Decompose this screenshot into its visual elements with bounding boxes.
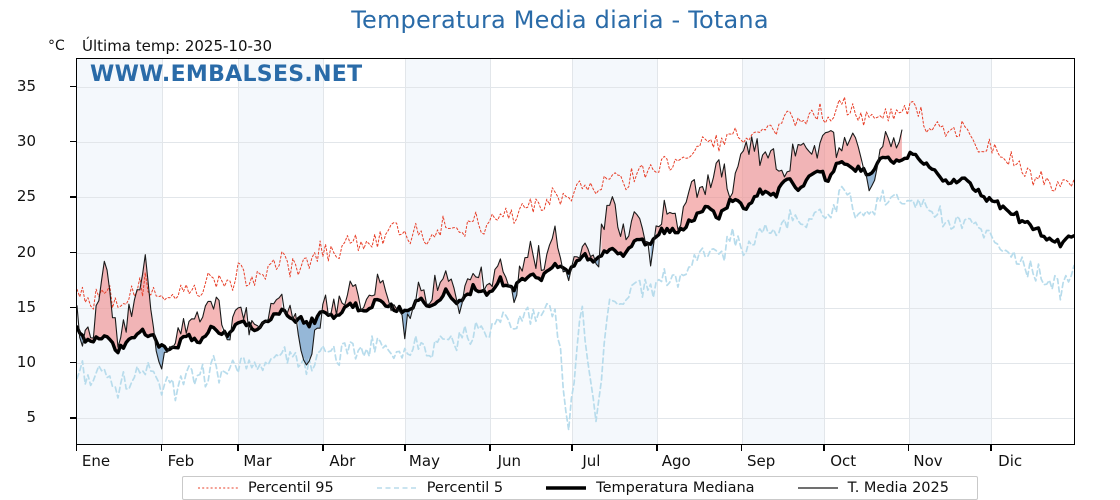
month-band xyxy=(238,59,324,444)
y-axis-unit-label: °C xyxy=(48,38,65,54)
legend-item[interactable]: Percentil 5 xyxy=(362,480,531,496)
series-temperatura-mediana xyxy=(77,150,1074,355)
watermark-label: WWW.EMBALSES.NET xyxy=(90,62,363,87)
fill-warm-anomaly xyxy=(418,270,457,307)
x-axis-tick-mark xyxy=(908,445,910,451)
gridline-horizontal xyxy=(77,197,1074,199)
chart-title: Temperatura Media diaria - Totana xyxy=(351,6,769,34)
gridline-vertical xyxy=(238,59,240,444)
y-axis-tick-label: 20 xyxy=(16,242,36,261)
gridline-vertical xyxy=(490,59,492,444)
gridline-vertical xyxy=(991,59,993,444)
gridline-vertical xyxy=(161,59,163,444)
fill-warm-anomaly xyxy=(232,307,247,330)
legend-line-sample xyxy=(198,487,238,489)
fill-cool-anomaly xyxy=(224,331,230,340)
x-axis-tick-label: Ene xyxy=(81,452,111,470)
series-layer xyxy=(77,96,1074,431)
fill-warm-anomaly xyxy=(880,130,902,164)
legend-label: T. Media 2025 xyxy=(847,480,949,496)
fill-cool-anomaly xyxy=(298,312,321,365)
fill-warm-anomaly xyxy=(656,130,861,237)
month-band xyxy=(77,59,162,444)
series-percentil-95 xyxy=(77,96,1074,310)
x-axis-tick-label: Dic xyxy=(998,452,1023,470)
y-axis-tick-label: 10 xyxy=(16,353,36,372)
gridline-horizontal xyxy=(77,307,1074,309)
y-axis-tick-mark xyxy=(70,140,76,143)
x-axis-tick-label: Jun xyxy=(497,452,521,470)
x-axis-tick-label: Feb xyxy=(167,452,195,470)
x-axis-tick-label: Nov xyxy=(913,452,943,470)
gridline-vertical xyxy=(909,59,911,444)
x-axis-tick-mark xyxy=(76,445,78,451)
fill-cool-anomaly xyxy=(863,163,878,191)
y-axis-tick-label: 30 xyxy=(16,131,36,150)
x-axis-tick-label: Sep xyxy=(746,452,776,470)
y-axis-tick-mark xyxy=(70,417,76,419)
month-bands xyxy=(77,59,1074,444)
gridline-vertical xyxy=(657,59,659,444)
gridline-vertical xyxy=(824,59,826,444)
x-axis-tick-label: Ago xyxy=(661,452,691,470)
legend-label: Temperatura Mediana xyxy=(596,480,755,496)
legend-line-sample xyxy=(546,486,587,490)
x-axis-tick-mark xyxy=(823,445,825,451)
gridline-horizontal xyxy=(77,418,1074,420)
y-axis-tick-label: 5 xyxy=(26,408,36,427)
x-axis-tick-label: Mar xyxy=(243,452,272,470)
fill-warm-anomaly xyxy=(464,267,482,296)
last-temp-annotation: Última temp: 2025-10-30 xyxy=(82,37,273,55)
x-axis-tick-mark xyxy=(656,445,658,451)
x-axis-tick-mark xyxy=(489,445,491,451)
x-axis-tick-label: Jul xyxy=(582,452,601,470)
legend-item[interactable]: T. Media 2025 xyxy=(783,480,977,496)
y-axis-tick-mark xyxy=(70,85,76,88)
legend-label: Percentil 5 xyxy=(426,480,504,496)
legend-item[interactable]: Temperatura Mediana xyxy=(531,480,782,496)
y-axis-tick-mark xyxy=(70,306,76,309)
plot-area xyxy=(76,58,1075,445)
fill-warm-anomaly xyxy=(486,258,509,296)
y-axis-tick-mark xyxy=(70,251,76,253)
legend-line-sample xyxy=(797,487,838,489)
x-axis-tick-label: Abr xyxy=(329,452,356,470)
gridline-vertical xyxy=(572,59,574,444)
fill-warm-anomaly xyxy=(601,196,648,257)
chart-legend[interactable]: Percentil 95 Percentil 5 Temperatura Media… xyxy=(182,476,978,500)
gridline-horizontal xyxy=(77,252,1074,254)
x-axis-tick-mark xyxy=(571,445,573,451)
month-band xyxy=(909,59,992,444)
x-axis-tick-label: Oct xyxy=(830,452,857,470)
y-axis-tick-label: 35 xyxy=(16,76,36,95)
month-band xyxy=(742,59,825,444)
x-axis-tick-mark xyxy=(160,445,163,451)
legend-line-sample xyxy=(376,487,417,489)
x-axis-tick-mark xyxy=(237,445,239,451)
y-axis-tick-mark xyxy=(70,362,76,364)
y-axis-tick-mark xyxy=(70,196,76,198)
x-axis-tick-mark xyxy=(322,445,324,451)
gridline-horizontal xyxy=(77,141,1074,143)
x-axis-tick-label: May xyxy=(408,452,440,470)
series-percentil-5 xyxy=(77,185,1074,431)
y-axis-tick-label: 15 xyxy=(16,297,36,316)
gridline-horizontal xyxy=(77,86,1074,88)
x-axis-tick-mark xyxy=(990,445,992,451)
legend-label: Percentil 95 xyxy=(248,480,334,496)
series-t-media-2025 xyxy=(77,129,903,370)
x-axis-tick-mark xyxy=(404,445,406,451)
y-axis-tick-label: 25 xyxy=(16,187,36,206)
x-axis-tick-mark xyxy=(741,445,743,451)
gridline-vertical xyxy=(405,59,407,444)
month-band xyxy=(405,59,491,444)
legend-item[interactable]: Percentil 95 xyxy=(183,480,362,496)
